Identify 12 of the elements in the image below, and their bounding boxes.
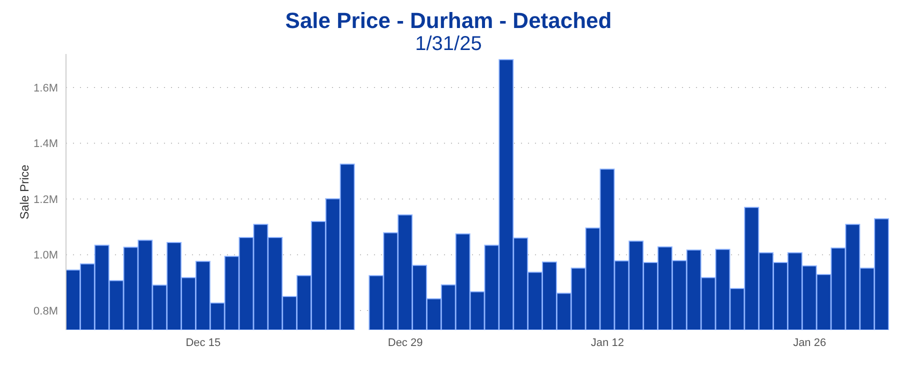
chart-subtitle: 1/31/25 [414, 32, 483, 56]
y-axis-title: Sale Price [17, 164, 32, 220]
x-tick-label: Dec 15 [186, 336, 221, 349]
y-tick-label: 1.4M [34, 138, 58, 150]
x-tick-label: Dec 29 [388, 336, 423, 349]
x-tick-label: Jan 26 [793, 336, 826, 349]
y-tick-label: 0.8M [34, 305, 58, 318]
chart-title: Sale Price - Durham - Detached [284, 8, 613, 34]
y-tick-label: 1.0M [34, 250, 58, 262]
y-tick-label: 1.2M [34, 194, 58, 206]
x-tick-label: Jan 12 [590, 336, 624, 349]
y-tick-label: 1.6M [34, 82, 58, 94]
